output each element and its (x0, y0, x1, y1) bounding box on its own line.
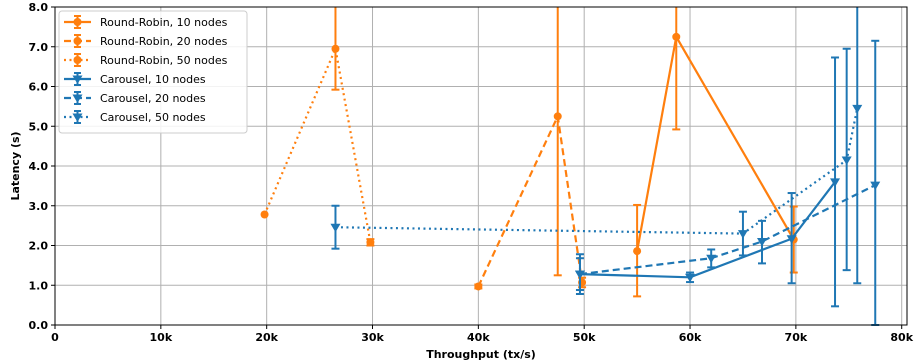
y-axis-ticks: 0.0 1.0 2.0 3.0 4.0 5.0 6.0 7.0 8.0 (29, 1, 55, 332)
x-tick-label: 0 (51, 331, 59, 344)
x-tick-label: 40k (467, 331, 490, 344)
y-tick-label: 3.0 (29, 200, 49, 213)
legend-label: Round-Robin, 10 nodes (100, 16, 228, 29)
legend-label: Carousel, 10 nodes (100, 73, 206, 86)
x-tick-label: 30k (361, 331, 384, 344)
data-point (737, 230, 748, 239)
data-point (786, 235, 797, 244)
x-axis-label: Throughput (tx/s) (426, 348, 536, 361)
y-tick-label: 6.0 (29, 81, 49, 94)
x-tick-label: 70k (785, 331, 808, 344)
x-tick-label: 20k (255, 331, 278, 344)
legend-item: Round-Robin, 50 nodes (64, 53, 228, 67)
legend-swatch-marker (72, 75, 83, 84)
data-point (841, 156, 852, 166)
legend-swatch-marker (72, 113, 83, 122)
data-point (830, 178, 841, 187)
legend-item: Round-Robin, 10 nodes (64, 15, 228, 29)
y-tick-label: 4.0 (29, 160, 49, 173)
data-point (757, 238, 768, 247)
legend-item: Round-Robin, 20 nodes (64, 34, 228, 48)
data-point (331, 44, 340, 53)
x-tick-label: 50k (573, 331, 596, 344)
data-point (672, 32, 681, 41)
series-line (335, 108, 859, 235)
legend: Round-Robin, 10 nodes Round-Robin, 20 nod… (58, 10, 248, 134)
legend-label: Round-Robin, 50 nodes (100, 54, 228, 67)
data-point (706, 254, 717, 264)
series-5 (330, 7, 863, 285)
legend-item: Carousel, 20 nodes (64, 91, 206, 105)
series-line (477, 112, 584, 287)
x-tick-label: 60k (679, 331, 702, 344)
series-0 (633, 7, 798, 298)
y-tick-label: 0.0 (29, 319, 49, 332)
data-point (633, 247, 642, 256)
series-line (579, 181, 836, 279)
data-point (553, 112, 562, 121)
y-tick-label: 7.0 (29, 41, 49, 54)
x-tick-label: 80k (890, 331, 913, 344)
data-point (330, 223, 341, 233)
legend-label: Round-Robin, 20 nodes (100, 35, 228, 48)
series-2 (260, 7, 375, 247)
x-axis-ticks: 0 10k 20k 30k 40k 50k 60k 70k 80k (51, 325, 914, 344)
data-point (870, 181, 881, 191)
legend-item: Carousel, 50 nodes (64, 110, 206, 124)
data-point (852, 104, 863, 114)
data-point (474, 282, 483, 291)
legend-swatch-marker (73, 56, 82, 64)
y-tick-label: 2.0 (29, 240, 49, 253)
legend-item: Carousel, 10 nodes (64, 72, 206, 86)
data-point (574, 270, 585, 280)
x-tick-label: 10k (150, 331, 173, 344)
series-line (263, 44, 372, 243)
data-point (366, 238, 375, 247)
y-tick-label: 8.0 (29, 1, 49, 14)
legend-swatch-marker (73, 37, 82, 45)
y-tick-label: 1.0 (29, 279, 49, 292)
series-line (636, 33, 795, 252)
series-group (260, 7, 881, 326)
legend-swatch-marker (73, 18, 82, 26)
legend-label: Carousel, 20 nodes (100, 92, 206, 105)
legend-box (58, 10, 248, 134)
series-1 (474, 7, 587, 291)
y-axis-label: Latency (s) (9, 131, 22, 200)
series-line (579, 184, 876, 276)
data-point (685, 273, 696, 283)
data-point (260, 210, 269, 219)
legend-swatch-marker (72, 94, 83, 103)
y-tick-label: 5.0 (29, 120, 49, 133)
legend-label: Carousel, 50 nodes (100, 111, 206, 124)
